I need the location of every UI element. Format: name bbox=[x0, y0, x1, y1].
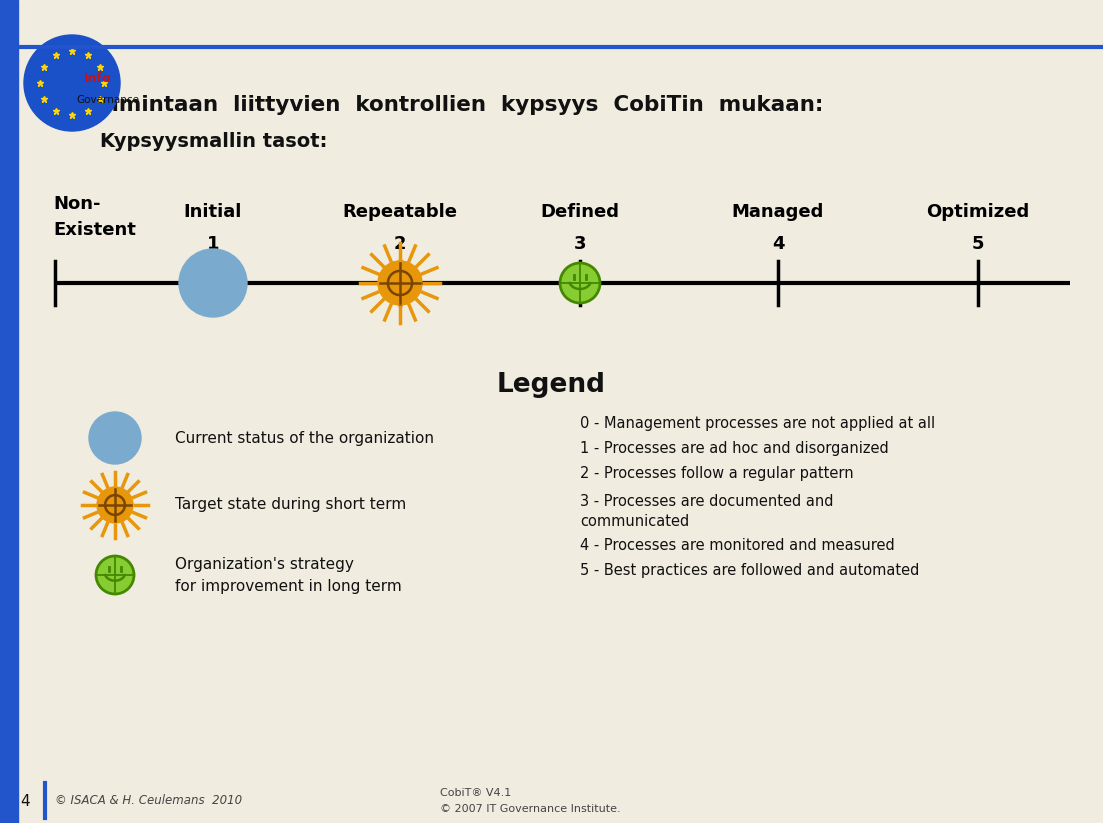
Text: 4: 4 bbox=[20, 793, 30, 808]
Text: 3 - Processes are documented and: 3 - Processes are documented and bbox=[580, 494, 834, 509]
Circle shape bbox=[96, 556, 133, 594]
Text: CobiT® V4.1: CobiT® V4.1 bbox=[440, 788, 512, 798]
Text: 4: 4 bbox=[772, 235, 784, 253]
Text: communicated: communicated bbox=[580, 514, 689, 528]
Text: © ISACA & H. Ceulemans  2010: © ISACA & H. Ceulemans 2010 bbox=[55, 794, 243, 807]
Text: Current status of the organization: Current status of the organization bbox=[175, 430, 433, 445]
Circle shape bbox=[97, 487, 133, 523]
Text: Legend: Legend bbox=[496, 372, 606, 398]
Text: Managed: Managed bbox=[731, 203, 824, 221]
Text: Governance: Governance bbox=[76, 95, 139, 105]
Text: Target state during short term: Target state during short term bbox=[175, 497, 406, 513]
Circle shape bbox=[24, 35, 120, 131]
Text: 1: 1 bbox=[206, 235, 219, 253]
Text: Info: Info bbox=[84, 72, 111, 85]
Circle shape bbox=[89, 412, 141, 464]
Text: Initial: Initial bbox=[184, 203, 243, 221]
Text: 4 - Processes are monitored and measured: 4 - Processes are monitored and measured bbox=[580, 538, 895, 554]
Text: Kypsyysmallin tasot:: Kypsyysmallin tasot: bbox=[100, 132, 328, 151]
Text: 5 - Best practices are followed and automated: 5 - Best practices are followed and auto… bbox=[580, 564, 920, 579]
Text: Repeatable: Repeatable bbox=[343, 203, 458, 221]
Text: Non-: Non- bbox=[53, 195, 100, 213]
Circle shape bbox=[378, 261, 422, 305]
Text: Toimintaan  liittyvien  kontrollien  kypsyys  CobiTin  mukaan:: Toimintaan liittyvien kontrollien kypsyy… bbox=[85, 95, 823, 115]
Text: for improvement in long term: for improvement in long term bbox=[175, 579, 401, 594]
Text: 3: 3 bbox=[574, 235, 587, 253]
Text: Existent: Existent bbox=[53, 221, 136, 239]
Circle shape bbox=[179, 249, 247, 317]
Text: 5: 5 bbox=[972, 235, 984, 253]
Text: Optimized: Optimized bbox=[927, 203, 1029, 221]
Circle shape bbox=[560, 263, 600, 303]
Text: Organization's strategy: Organization's strategy bbox=[175, 557, 354, 573]
Text: 2 - Processes follow a regular pattern: 2 - Processes follow a regular pattern bbox=[580, 466, 854, 481]
Text: © 2007 IT Governance Institute.: © 2007 IT Governance Institute. bbox=[440, 804, 621, 814]
Text: 1 - Processes are ad hoc and disorganized: 1 - Processes are ad hoc and disorganize… bbox=[580, 440, 889, 455]
Text: 0 - Management processes are not applied at all: 0 - Management processes are not applied… bbox=[580, 416, 935, 430]
Text: Defined: Defined bbox=[540, 203, 620, 221]
Bar bbox=[0, 0, 18, 823]
Text: 2: 2 bbox=[394, 235, 406, 253]
